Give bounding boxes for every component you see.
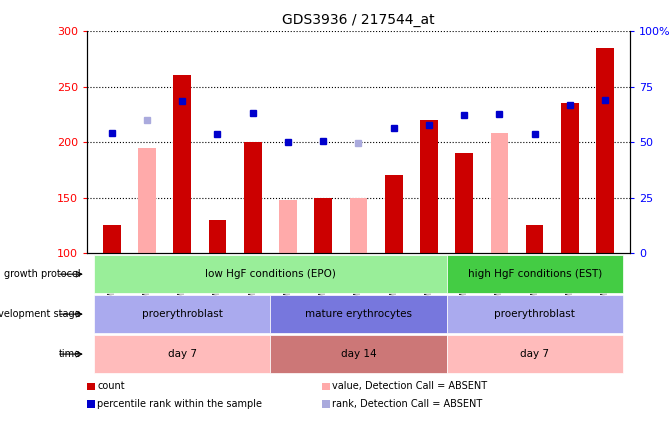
- Bar: [103, 226, 121, 253]
- Text: proerythroblast: proerythroblast: [142, 309, 222, 319]
- Bar: [138, 148, 156, 253]
- Text: value, Detection Call = ABSENT: value, Detection Call = ABSENT: [332, 381, 487, 391]
- Bar: [385, 175, 403, 253]
- Bar: [596, 48, 614, 253]
- Bar: [350, 198, 367, 253]
- Text: high HgF conditions (EST): high HgF conditions (EST): [468, 269, 602, 279]
- Bar: [456, 153, 473, 253]
- Bar: [526, 226, 543, 253]
- Bar: [174, 75, 191, 253]
- Bar: [244, 142, 261, 253]
- Bar: [314, 198, 332, 253]
- Bar: [279, 200, 297, 253]
- Title: GDS3936 / 217544_at: GDS3936 / 217544_at: [282, 13, 435, 27]
- Text: day 7: day 7: [520, 349, 549, 359]
- Text: day 14: day 14: [340, 349, 377, 359]
- Text: proerythroblast: proerythroblast: [494, 309, 575, 319]
- Bar: [561, 103, 579, 253]
- Text: count: count: [97, 381, 125, 391]
- Text: development stage: development stage: [0, 309, 80, 319]
- Text: low HgF conditions (EPO): low HgF conditions (EPO): [205, 269, 336, 279]
- Text: growth protocol: growth protocol: [4, 269, 80, 279]
- Text: mature erythrocytes: mature erythrocytes: [305, 309, 412, 319]
- Text: day 7: day 7: [168, 349, 197, 359]
- Bar: [208, 220, 226, 253]
- Text: percentile rank within the sample: percentile rank within the sample: [97, 399, 262, 409]
- Text: time: time: [58, 349, 80, 359]
- Bar: [420, 120, 438, 253]
- Text: rank, Detection Call = ABSENT: rank, Detection Call = ABSENT: [332, 399, 482, 409]
- Bar: [490, 133, 509, 253]
